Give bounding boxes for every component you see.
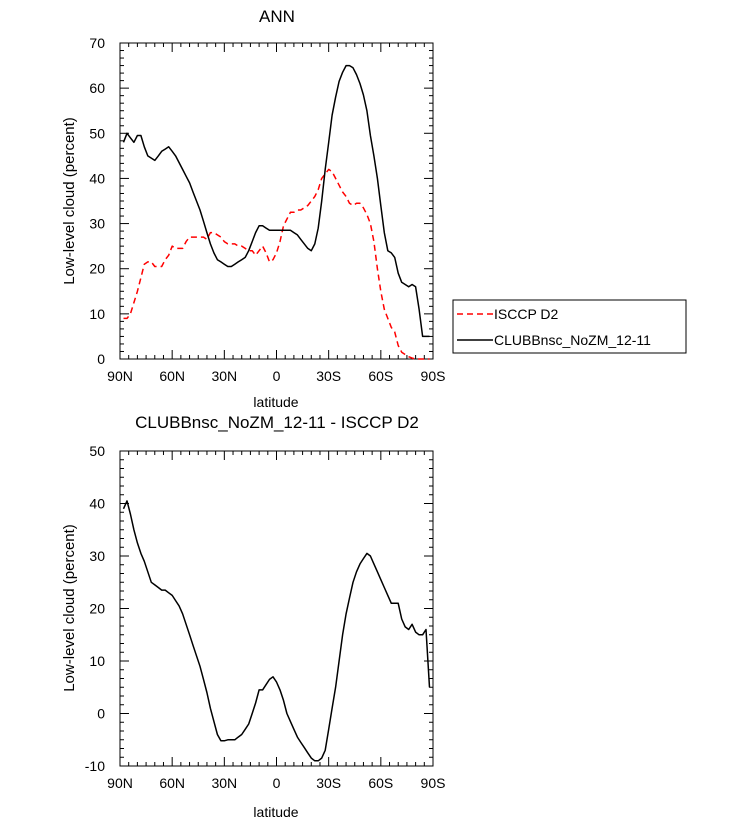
- bottom-x-tick-label: 0: [273, 775, 281, 791]
- top-x-tick-label: 30S: [316, 368, 341, 384]
- top-y-tick-label: 60: [89, 80, 105, 96]
- top-y-tick-label: 0: [97, 351, 105, 367]
- bottom-y-tick-label: 40: [89, 496, 105, 512]
- bottom-tick-labels: 90N 60N 30N 0 30S 60S 90S -10 0 10 20 30 40 50: [85, 443, 446, 791]
- top-series-lines: [122, 64, 430, 360]
- top-panel-title: ANN: [259, 7, 295, 26]
- top-x-tick-label: 30N: [211, 368, 237, 384]
- top-x-tick-label: 90S: [421, 368, 446, 384]
- top-y-tick-label: 10: [89, 306, 105, 322]
- bottom-x-tick-label: 30S: [316, 775, 341, 791]
- bottom-y-tick-label: -10: [85, 758, 105, 774]
- top-x-tick-label: 90N: [107, 368, 133, 384]
- top-x-axis-label: latitude: [253, 394, 298, 410]
- bottom-x-axis-label: latitude: [253, 804, 298, 820]
- top-y-tick-label: 30: [89, 216, 105, 232]
- legend-label-isccp-d2: ISCCP D2: [494, 306, 559, 322]
- top-y-axis-label: Low-level cloud (percent): [61, 117, 78, 285]
- top-x-tick-label: 60S: [368, 368, 393, 384]
- legend-box: [452, 299, 687, 354]
- legend-label-clubbnsc: CLUBBnsc_NoZM_12-11: [494, 332, 651, 348]
- bottom-series-line-0: [122, 500, 431, 762]
- top-series-line-clubbnsc-nozm-12-11: [122, 64, 430, 338]
- bottom-x-tick-label: 90S: [421, 775, 446, 791]
- top-y-tick-label: 20: [89, 261, 105, 277]
- bottom-y-tick-label: 30: [89, 548, 105, 564]
- top-tick-labels: 90N 60N 30N 0 30S 60S 90S 0 10 20 30 40 50 60 70: [89, 35, 445, 384]
- top-panel: ANN 90N 60N 30N 0 30S 60S 90S 0 10 20 30 40 50 60 70 l…: [61, 7, 445, 410]
- top-plot-frame: [119, 42, 434, 360]
- bottom-y-axis-label: Low-level cloud (percent): [61, 524, 78, 692]
- bottom-y-tick-label: 10: [89, 653, 105, 669]
- bottom-panel: CLUBBnsc_NoZM_12-11 - ISCCP D2 90N 60N 30N…: [61, 413, 445, 820]
- bottom-x-tick-label: 60N: [159, 775, 185, 791]
- top-y-tick-label: 50: [89, 125, 105, 141]
- bottom-y-tick-label: 20: [89, 601, 105, 617]
- top-series-line-isccp-d2: [123, 168, 430, 360]
- bottom-plot-frame: [119, 450, 434, 767]
- bottom-panel-title: CLUBBnsc_NoZM_12-11 - ISCCP D2: [135, 413, 419, 432]
- bottom-y-tick-label: 0: [97, 706, 105, 722]
- legend: ISCCP D2 CLUBBnsc_NoZM_12-11: [452, 299, 687, 354]
- bottom-x-tick-label: 90N: [107, 775, 133, 791]
- bottom-x-tick-label: 60S: [368, 775, 393, 791]
- bottom-x-tick-label: 30N: [211, 775, 237, 791]
- top-y-tick-label: 40: [89, 170, 105, 186]
- bottom-series-lines: [122, 500, 431, 762]
- top-x-tick-label: 0: [273, 368, 281, 384]
- top-x-tick-label: 60N: [159, 368, 185, 384]
- bottom-axis-ticks: [119, 450, 434, 767]
- bottom-y-tick-label: 50: [89, 443, 105, 459]
- top-y-tick-label: 70: [89, 35, 105, 51]
- top-axis-ticks: [119, 42, 434, 360]
